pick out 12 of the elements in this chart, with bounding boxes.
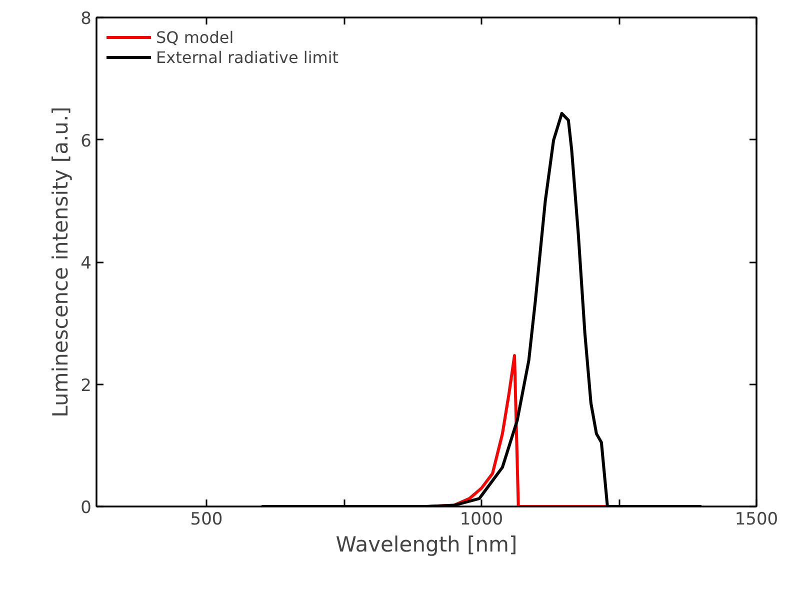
- y-tick-label: 2: [80, 376, 92, 396]
- y-tick-label: 8: [80, 9, 92, 29]
- x-tick-label: 500: [190, 510, 223, 530]
- x-tick-label: 1000: [460, 510, 504, 530]
- y-tick-label: 4: [80, 254, 92, 274]
- y-tick-label: 6: [80, 131, 92, 152]
- x-tick-label: 1500: [734, 510, 778, 530]
- y-tick-label: 0: [80, 498, 92, 518]
- y-axis-title: Luminescence intensity [a.u.]: [48, 106, 73, 418]
- legend-label: External radiative limit: [156, 48, 339, 66]
- x-axis-title: Wavelength [nm]: [336, 532, 518, 556]
- legend-label: SQ model: [156, 28, 234, 46]
